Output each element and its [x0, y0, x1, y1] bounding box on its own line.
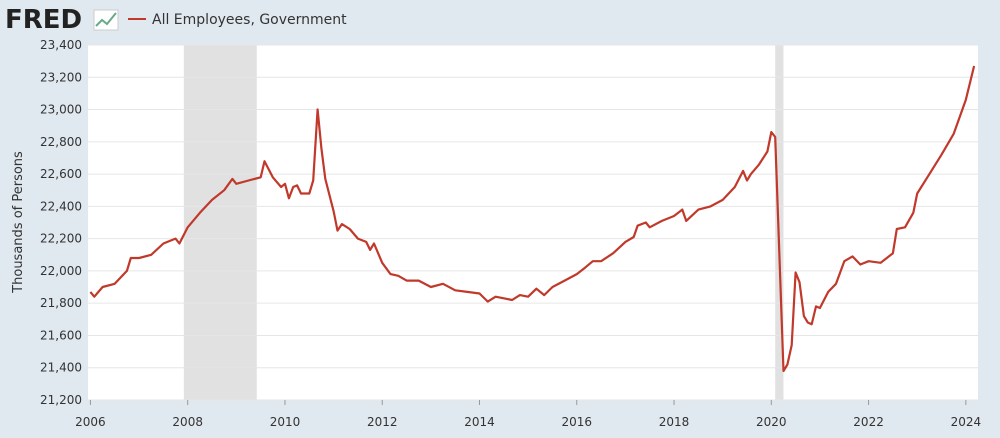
y-tick-label: 23,200 [40, 70, 82, 84]
brand-logo: FRED [5, 5, 82, 35]
y-tick-label: 22,600 [40, 167, 82, 181]
y-tick-label: 21,200 [40, 393, 82, 407]
x-tick-label: 2018 [659, 415, 690, 429]
logo-icon-line [95, 12, 117, 27]
y-tick-label: 21,400 [40, 361, 82, 375]
y-tick-label: 23,000 [40, 103, 82, 117]
x-tick-label: 2024 [951, 415, 982, 429]
x-tick-label: 2014 [464, 415, 495, 429]
legend-label: All Employees, Government [152, 12, 347, 28]
x-tick-label: 2020 [756, 415, 787, 429]
x-tick-label: 2022 [853, 415, 884, 429]
x-tick-label: 2008 [172, 415, 203, 429]
y-tick-label: 23,400 [40, 38, 82, 52]
x-tick-label: 2006 [75, 415, 106, 429]
logo-icon [93, 9, 119, 31]
x-tick-label: 2010 [270, 415, 301, 429]
recession-band [183, 45, 257, 400]
x-tick-label: 2012 [367, 415, 398, 429]
y-tick-label: 22,000 [40, 264, 82, 278]
y-axis-label: Thousands of Persons [11, 151, 26, 294]
y-tick-label: 21,600 [40, 328, 82, 342]
y-tick-label: 22,200 [40, 232, 82, 246]
y-tick-label: 22,400 [40, 199, 82, 213]
y-tick-label: 21,800 [40, 296, 82, 310]
data-line [89, 65, 976, 373]
y-tick-label: 22,800 [40, 135, 82, 149]
x-tick-label: 2016 [561, 415, 592, 429]
